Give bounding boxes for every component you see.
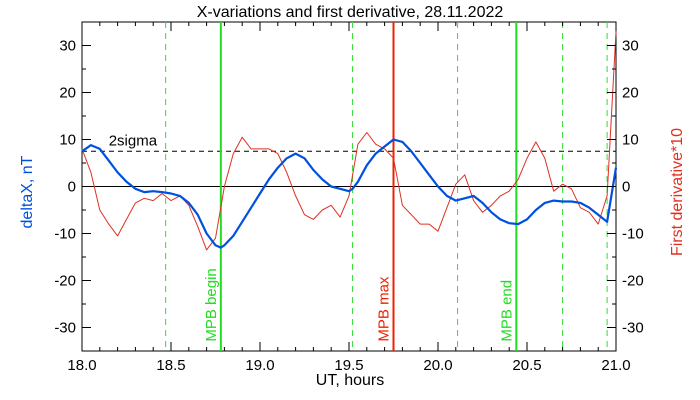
y-tick-label-right: 10 xyxy=(622,132,639,149)
y-tick-label-left: 20 xyxy=(59,85,76,102)
y-tick-label-right: 20 xyxy=(622,85,639,102)
x-tick-label: 19.5 xyxy=(334,357,363,374)
y-tick-label-right: -30 xyxy=(622,320,644,337)
y-tick-label-left: 30 xyxy=(59,38,76,55)
series-group xyxy=(81,31,618,251)
y-tick-label-left: -10 xyxy=(54,226,76,243)
y-tick-label-right: 30 xyxy=(622,38,639,55)
marker-label-mpb-end: MPB end xyxy=(498,280,515,342)
derivative-series-line xyxy=(81,31,617,251)
y-tick-label-left: -30 xyxy=(54,320,76,337)
x-tick-label: 21.0 xyxy=(601,357,630,374)
marker-lines: MPB begin MPB max MPB end xyxy=(165,22,608,351)
y-tick-label-left: 0 xyxy=(68,179,76,196)
axes-group: 18.0 18.5 19.0 19.5 20.0 20.5 21.0 30 30 20 20 10 10… xyxy=(54,21,644,374)
2sigma-label: 2sigma xyxy=(109,132,158,149)
y-tick-label-right: -20 xyxy=(622,273,644,290)
x-tick-label: 18.5 xyxy=(156,357,185,374)
threshold-group: 2sigma xyxy=(82,132,616,152)
deltax-series-line xyxy=(81,138,618,249)
x-tick-label: 19.0 xyxy=(245,357,274,374)
x-axis-label: UT, hours xyxy=(316,372,384,389)
chart-title: X-variations and first derivative, 28.11… xyxy=(197,4,504,21)
y-tick-label-right: -10 xyxy=(622,226,644,243)
y-tick-label-left: -20 xyxy=(54,273,76,290)
marker-label-mpb-begin: MPB begin xyxy=(203,268,220,341)
x-tick-label: 20.0 xyxy=(423,357,452,374)
x-tick-label: 18.0 xyxy=(67,357,96,374)
y-tick-label-right: 0 xyxy=(622,179,630,196)
marker-label-mpb-max: MPB max xyxy=(376,276,393,342)
y-tick-label-left: 10 xyxy=(59,132,76,149)
y-axis-label-right: First derivative*10 xyxy=(669,128,686,256)
y-axis-label-left: deltaX, nT xyxy=(19,155,36,228)
x-tick-label: 20.5 xyxy=(512,357,541,374)
